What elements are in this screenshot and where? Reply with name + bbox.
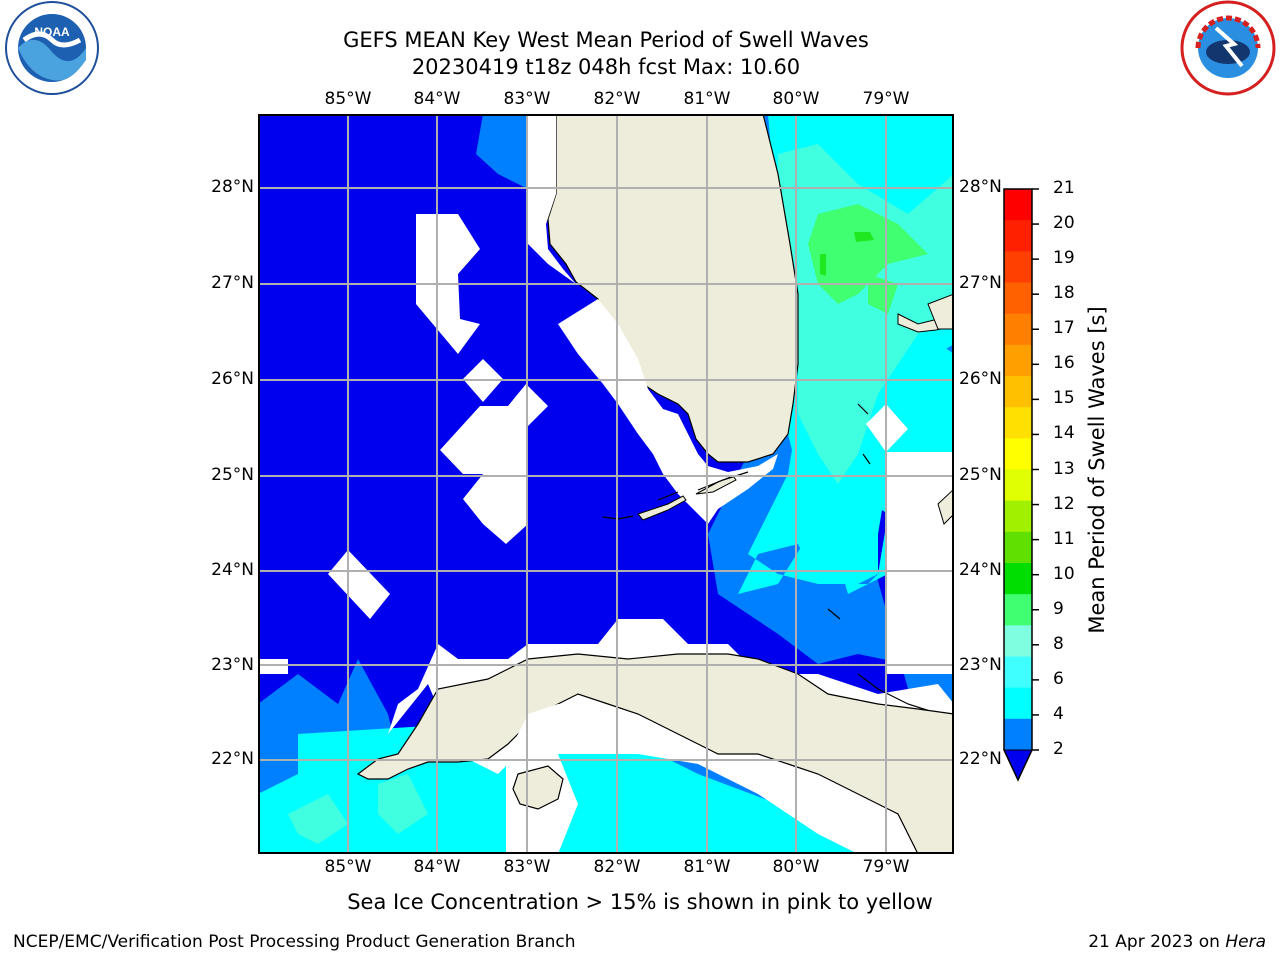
- footer-machine: Hera: [1225, 932, 1266, 952]
- florida-land: [547, 114, 799, 463]
- lat-label-right: 25°N: [959, 465, 1002, 485]
- noaa-logo-icon: NOAA: [5, 1, 99, 95]
- colorbar-segment: [1004, 313, 1032, 346]
- lat-label-left: 26°N: [211, 369, 254, 389]
- colorbar-segment: [1004, 718, 1032, 751]
- island: [637, 495, 687, 521]
- colorbar-segment: [1004, 344, 1032, 377]
- bahamas-coastline: [827, 403, 934, 713]
- lat-label-right: 27°N: [959, 273, 1002, 293]
- colorbar-tick-label: 16: [1053, 353, 1075, 374]
- lon-label-top: 81°W: [683, 89, 731, 109]
- colorbar-tick-label: 6: [1053, 668, 1064, 689]
- colorbar-tick-label: 4: [1053, 703, 1064, 724]
- lat-label-left: 22°N: [211, 749, 254, 769]
- island: [937, 488, 954, 525]
- lon-label-bottom: 79°W: [862, 857, 910, 877]
- nws-logo-icon: [1180, 0, 1276, 96]
- colorbar-segment: [1004, 189, 1032, 221]
- colorbar-segment: [1004, 563, 1032, 595]
- no-data-area: [440, 384, 548, 544]
- lon-label-bottom: 80°W: [772, 857, 820, 877]
- lon-label-top: 84°W: [413, 89, 461, 109]
- lon-label-bottom: 83°W: [503, 857, 551, 877]
- colorbar-tick-label: 18: [1053, 283, 1075, 304]
- colorbar-tick-label: 21: [1053, 178, 1075, 198]
- map-frame: [258, 114, 954, 854]
- lon-label-top: 85°W: [324, 89, 372, 109]
- colorbar-segment: [1004, 220, 1032, 252]
- colorbar-tick-label: 15: [1053, 388, 1075, 409]
- chart-subtitle: 20230419 t18z 048h fcst Max: 10.60: [411, 55, 801, 79]
- colorbar-tick-label: 11: [1053, 528, 1075, 549]
- lon-label-top: 79°W: [862, 89, 910, 109]
- colorbar-segment: [1004, 282, 1032, 315]
- colorbar-tick-label: 9: [1053, 598, 1064, 619]
- swell-zone-8-9: [378, 774, 428, 834]
- colorbar-tick-label: 19: [1053, 248, 1075, 269]
- colorbar-segment: [1004, 531, 1032, 564]
- bahamas-land: [927, 293, 954, 330]
- colorbar-segment: [1004, 438, 1032, 470]
- lon-label-bottom: 84°W: [413, 857, 461, 877]
- colorbar-tick-label: 2: [1053, 739, 1064, 759]
- swell-zone-10-11: [854, 232, 874, 242]
- colorbar-segment: [1004, 500, 1032, 533]
- colorbar-frame: [1003, 188, 1033, 782]
- swell-zone-8-9: [288, 794, 348, 844]
- lat-label-left: 27°N: [211, 273, 254, 293]
- colorbar: [1003, 188, 1039, 782]
- no-data-area: [528, 114, 576, 284]
- colorbar-tick-label: 10: [1053, 563, 1075, 584]
- lat-label-right: 24°N: [959, 560, 1002, 580]
- colorbar-extend-arrow: [1003, 749, 1033, 782]
- swell-zone-10-11: [820, 254, 826, 276]
- lat-label-left: 24°N: [211, 560, 254, 580]
- colorbar-segment: [1004, 376, 1032, 408]
- sea-ice-note: Sea Ice Concentration > 15% is shown in …: [347, 890, 933, 914]
- lon-label-bottom: 82°W: [593, 857, 641, 877]
- lon-label-bottom: 81°W: [683, 857, 731, 877]
- graticule: [258, 114, 954, 854]
- swell-zone-9-10: [808, 204, 928, 304]
- chart-title: GEFS MEAN Key West Mean Period of Swell …: [343, 28, 869, 52]
- svg-text:NOAA: NOAA: [34, 25, 70, 39]
- colorbar-label: Mean Period of Swell Waves [s]: [1085, 306, 1109, 634]
- no-data-area: [328, 550, 390, 619]
- colorbar-tick-label: 17: [1053, 318, 1075, 339]
- lat-label-right: 22°N: [959, 749, 1002, 769]
- colorbar-segment: [1004, 687, 1032, 720]
- lat-label-right: 23°N: [959, 655, 1002, 675]
- lon-label-top: 83°W: [503, 89, 551, 109]
- colorbar-segment: [1004, 594, 1032, 626]
- colorbar-tick-label: 12: [1053, 493, 1075, 514]
- colorbar-tick-label: 20: [1053, 213, 1075, 234]
- lon-label-bottom: 85°W: [324, 857, 372, 877]
- footer-date: 21 Apr 2023 on Hera: [1088, 932, 1266, 952]
- no-data-area: [558, 299, 778, 524]
- footer-branch: NCEP/EMC/Verification Post Processing Pr…: [13, 932, 576, 952]
- colorbar-tick-label: 14: [1053, 423, 1075, 444]
- colorbar-segment: [1004, 251, 1032, 283]
- lat-label-left: 25°N: [211, 465, 254, 485]
- no-data-area: [886, 452, 954, 674]
- isle-of-youth: [512, 765, 564, 810]
- no-data-area: [258, 659, 288, 674]
- lon-label-top: 82°W: [593, 89, 641, 109]
- colorbar-segment: [1004, 407, 1032, 439]
- lat-label-left: 23°N: [211, 655, 254, 675]
- lat-label-right: 28°N: [959, 177, 1002, 197]
- footer-date-text: 21 Apr 2023 on: [1088, 932, 1226, 952]
- colorbar-segment: [1004, 656, 1032, 689]
- no-data-area: [508, 704, 638, 764]
- colorbar-segment: [1004, 469, 1032, 502]
- lat-label-left: 28°N: [211, 177, 254, 197]
- lat-label-right: 26°N: [959, 369, 1002, 389]
- colorbar-tick-label: 8: [1053, 633, 1064, 654]
- colorbar-tick-label: 13: [1053, 458, 1075, 479]
- colorbar-segment: [1004, 625, 1032, 657]
- cuba-land: [356, 653, 954, 854]
- lon-label-top: 80°W: [772, 89, 820, 109]
- swell-period-map: [258, 114, 954, 854]
